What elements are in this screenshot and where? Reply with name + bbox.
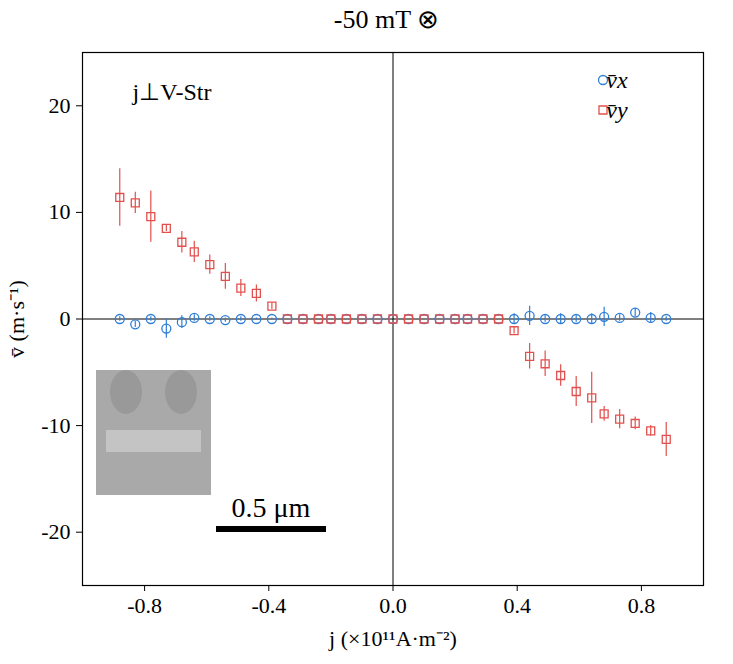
svg-text:v̄ (m·s⁻¹): v̄ (m·s⁻¹) bbox=[4, 280, 29, 358]
svg-text:j (×10¹¹A·m⁻²): j (×10¹¹A·m⁻²) bbox=[328, 626, 457, 651]
svg-text:0.4: 0.4 bbox=[503, 593, 531, 618]
svg-text:v̄x: v̄x bbox=[606, 67, 628, 93]
svg-text:0.5 μm: 0.5 μm bbox=[232, 492, 311, 523]
svg-text:0.0: 0.0 bbox=[379, 593, 407, 618]
svg-text:0: 0 bbox=[60, 306, 71, 331]
svg-text:-20: -20 bbox=[41, 519, 70, 544]
svg-text:10: 10 bbox=[49, 199, 71, 224]
svg-text:j⊥V-Str: j⊥V-Str bbox=[132, 79, 212, 105]
svg-text:-10: -10 bbox=[41, 413, 70, 438]
svg-text:-0.4: -0.4 bbox=[251, 593, 286, 618]
svg-text:20: 20 bbox=[49, 93, 71, 118]
svg-text:v̄y: v̄y bbox=[606, 97, 628, 123]
svg-text:-0.8: -0.8 bbox=[127, 593, 162, 618]
html-text:-50 mT ⊗: -50 mT ⊗ bbox=[333, 5, 440, 34]
svg-text:0.8: 0.8 bbox=[628, 593, 656, 618]
